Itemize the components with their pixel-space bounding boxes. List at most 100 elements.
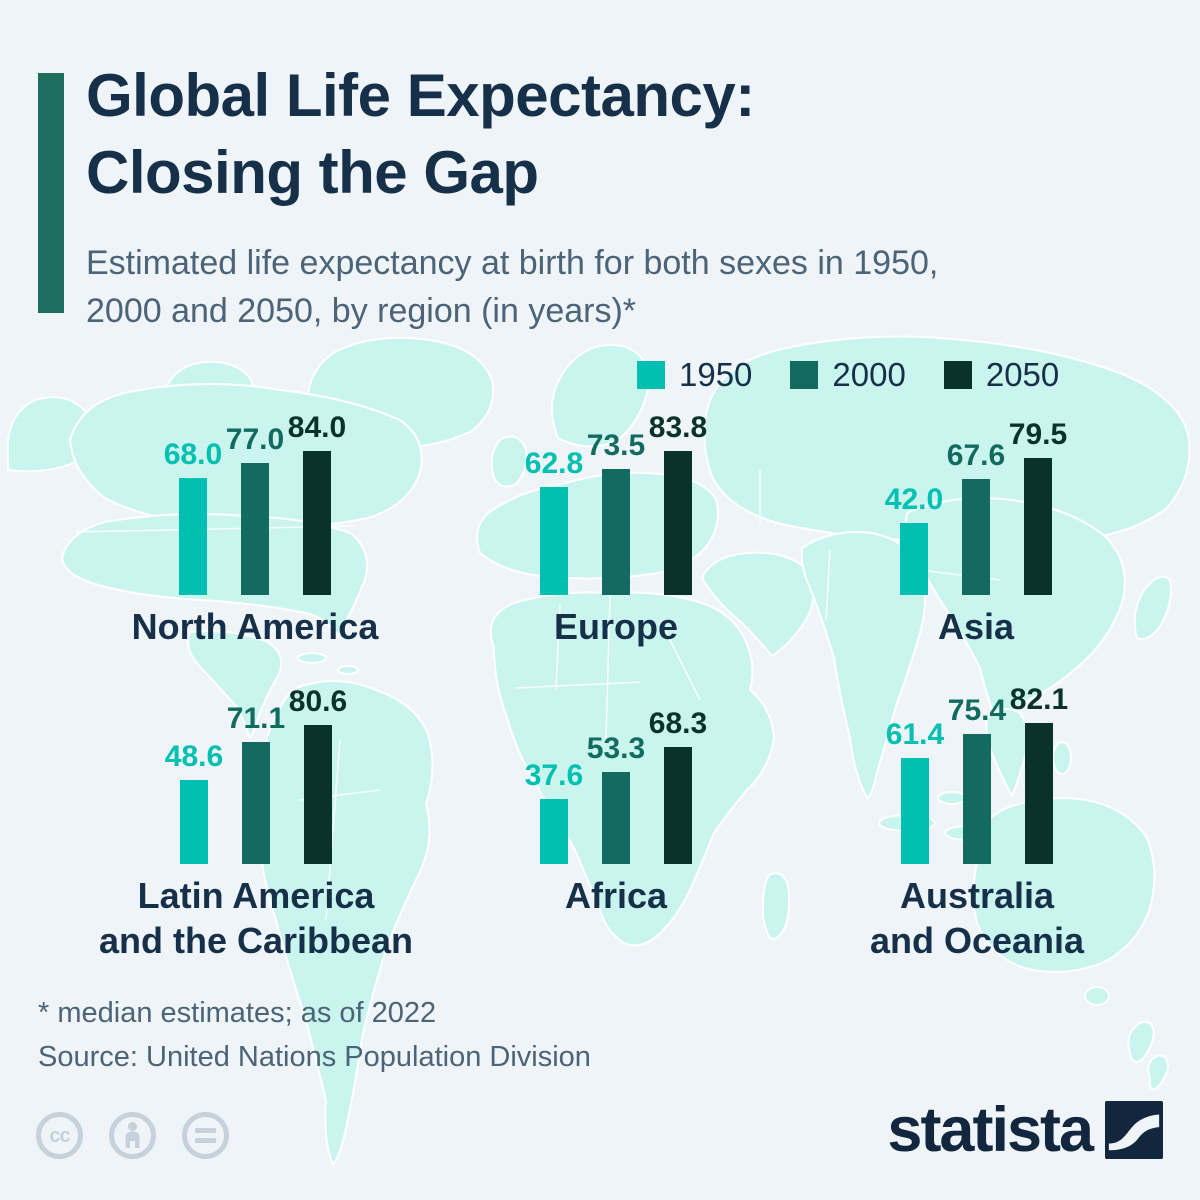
region-chart-latin-america: 48.6 71.1 80.6 Latin America and the Car… (99, 685, 413, 961)
map-usa (61, 513, 368, 637)
bar-rect-2000 (963, 734, 991, 864)
value-label-1950: 61.4 (885, 718, 945, 751)
map-se-asia (985, 708, 1029, 797)
region-label: Europe (386, 605, 846, 650)
person-glyph (125, 1122, 140, 1148)
cc-icon-letters: cc (49, 1124, 70, 1147)
region-label-line: and Oceania (869, 919, 1085, 961)
page-subtitle-line-1: Estimated life expectancy at birth for b… (86, 244, 939, 282)
map-new-zealand (1127, 1020, 1155, 1063)
region-label-line: Europe (553, 606, 678, 647)
bar-rect-2050 (1025, 723, 1053, 864)
chart-legend: 1950 2000 2050 (637, 356, 1059, 394)
bar-rect-1950 (540, 487, 568, 595)
map-middle-east (701, 551, 815, 657)
page-title-line-1: Global Life Expectancy: (86, 62, 755, 129)
bar-rect-2000 (242, 742, 270, 864)
cc-license-badges[interactable]: cc (36, 1112, 229, 1159)
region-label-line: Australia (899, 875, 1055, 916)
legend-item-2050: 2050 (943, 356, 1060, 394)
map-europe (476, 471, 719, 580)
bar-1950: 68.0 (164, 438, 222, 595)
page-subtitle: Estimated life expectancy at birth for b… (86, 240, 938, 335)
region-label-line: North America (131, 606, 379, 647)
region-label-line: Africa (564, 875, 668, 916)
bar-rect-1950 (901, 758, 929, 864)
region-label: Australia and Oceania (747, 874, 1200, 963)
value-label-2000: 73.5 (586, 429, 646, 462)
bar-rect-2000 (602, 469, 630, 595)
world-map (6, 335, 1191, 1166)
legend-label-2050: 2050 (985, 356, 1060, 393)
region-label-line: Latin America (137, 875, 375, 916)
page-subtitle-line-2: 2000 and 2050, by region (in years)* (86, 291, 637, 330)
bar-1950: 61.4 (886, 718, 944, 864)
bar-group: 68.0 77.0 84.0 (164, 411, 346, 595)
legend-swatch-2000 (790, 361, 819, 389)
bar-2050: 79.5 (1009, 418, 1067, 595)
map-russia (703, 335, 1191, 545)
map-caribbean (297, 652, 327, 664)
attribution-person-icon[interactable] (109, 1112, 156, 1159)
bar-rect-2000 (602, 772, 630, 864)
region-label: Latin America and the Caribbean (26, 874, 486, 963)
bar-2000: 75.4 (948, 694, 1006, 864)
legend-label-2000: 2000 (832, 356, 906, 393)
footnotes: * median estimates; as of 2022 Source: U… (38, 992, 591, 1079)
region-chart-asia: 42.0 67.6 79.5 Asia (885, 418, 1067, 647)
bar-1950: 62.8 (525, 447, 583, 595)
title-accent-bar (38, 73, 64, 313)
page-title-line-2: Closing the Gap (86, 138, 539, 206)
value-label-2000: 53.3 (586, 732, 646, 765)
bar-rect-2000 (962, 479, 990, 595)
equals-glyph (195, 1128, 216, 1143)
bar-rect-2050 (1024, 458, 1052, 595)
map-canada (69, 383, 423, 529)
region-label: Africa (386, 874, 846, 919)
legend-swatch-1950 (637, 361, 665, 389)
statista-logo[interactable]: statista (887, 1095, 1163, 1165)
bar-2050: 83.8 (649, 411, 707, 595)
source-line: Source: United Nations Population Divisi… (38, 1040, 591, 1073)
region-chart-australia-oceania: 61.4 75.4 82.1 Australia and Oceania (870, 683, 1084, 961)
bar-1950: 48.6 (165, 740, 223, 864)
bar-rect-1950 (179, 478, 207, 595)
bar-2050: 82.1 (1010, 683, 1068, 864)
map-tasmania (1084, 986, 1110, 1006)
value-label-1950: 62.8 (524, 447, 584, 480)
value-label-2050: 83.8 (648, 411, 708, 444)
equals-icon[interactable] (182, 1112, 229, 1159)
bar-1950: 37.6 (525, 759, 583, 864)
map-central-america (187, 630, 283, 739)
value-label-1950: 37.6 (524, 759, 584, 792)
bar-rect-2050 (303, 451, 331, 595)
value-label-1950: 48.6 (164, 740, 224, 773)
legend-label-1950: 1950 (679, 356, 753, 393)
bar-2050: 68.3 (649, 707, 707, 864)
legend-item-1950: 1950 (637, 356, 752, 394)
map-scandinavia (551, 343, 650, 448)
statista-logo-mark (1105, 1101, 1163, 1159)
bar-rect-2050 (664, 747, 692, 864)
value-label-1950: 42.0 (884, 483, 944, 516)
bar-2000: 73.5 (587, 429, 645, 595)
legend-swatch-2050 (943, 361, 972, 389)
statista-wordmark: statista (887, 1095, 1094, 1165)
bar-rect-2050 (664, 451, 692, 595)
bar-group: 48.6 71.1 80.6 (165, 685, 347, 864)
bar-2000: 53.3 (587, 732, 645, 864)
region-chart-north-america: 68.0 77.0 84.0 North America (132, 411, 379, 647)
bar-rect-1950 (900, 523, 928, 595)
bar-2000: 77.0 (226, 423, 284, 595)
value-label-2000: 67.6 (946, 439, 1006, 472)
map-madagascar (761, 872, 791, 940)
region-label-line: Asia (937, 606, 1015, 647)
bar-1950: 42.0 (885, 483, 943, 595)
bar-rect-2000 (241, 463, 269, 595)
bar-group: 62.8 73.5 83.8 (525, 411, 707, 595)
page-title: Global Life Expectancy: Closing the Gap (86, 58, 755, 212)
footnote-median-estimates: * median estimates; as of 2022 (38, 997, 437, 1029)
cc-icon[interactable]: cc (36, 1112, 83, 1159)
map-australia (972, 796, 1156, 973)
